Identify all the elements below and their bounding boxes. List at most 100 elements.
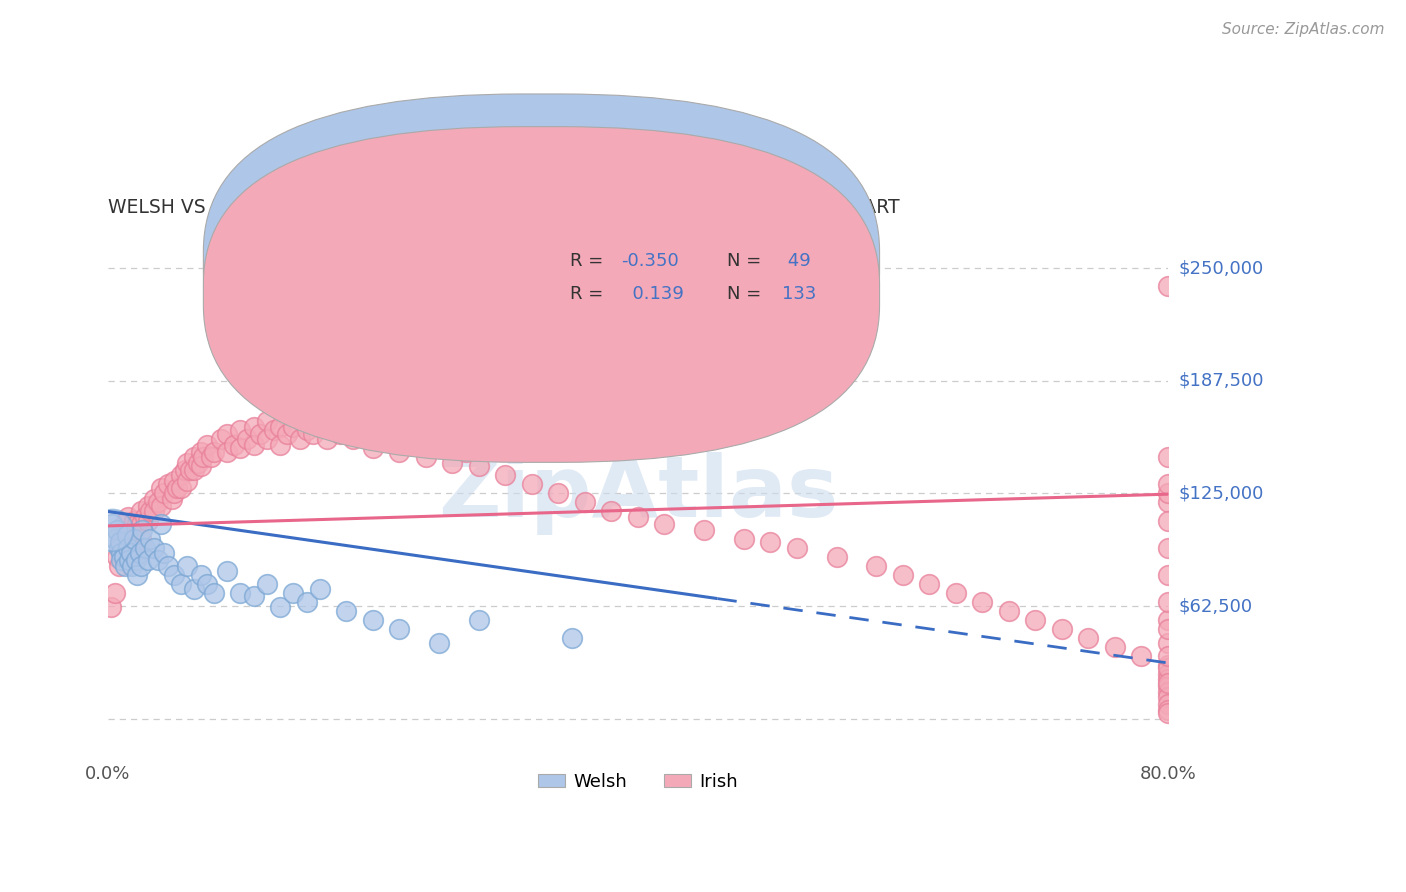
Point <box>108 535 131 549</box>
Point <box>1157 486 1180 500</box>
Point <box>627 509 650 524</box>
Point <box>256 433 278 447</box>
Point <box>454 445 477 459</box>
Point <box>163 486 186 500</box>
Point <box>217 564 239 578</box>
Text: 49: 49 <box>782 252 811 270</box>
Point <box>242 589 264 603</box>
Point <box>193 450 215 465</box>
Text: Source: ZipAtlas.com: Source: ZipAtlas.com <box>1222 22 1385 37</box>
Point <box>335 604 357 618</box>
Point <box>156 477 179 491</box>
Point <box>107 541 129 555</box>
Point <box>494 468 516 483</box>
Point <box>183 450 205 465</box>
Point <box>170 481 193 495</box>
Point <box>104 532 127 546</box>
Point <box>402 438 425 452</box>
Point <box>195 576 218 591</box>
Point <box>256 576 278 591</box>
Point <box>322 423 344 437</box>
Point <box>1157 675 1180 690</box>
Point <box>176 456 198 470</box>
Point <box>149 481 172 495</box>
Point <box>112 528 135 542</box>
Point <box>110 546 132 560</box>
Point <box>190 459 212 474</box>
Point <box>202 445 225 459</box>
Point <box>129 504 152 518</box>
Point <box>127 517 149 532</box>
Point <box>329 426 352 441</box>
Point <box>1157 514 1180 528</box>
Point <box>468 459 491 474</box>
Point <box>136 514 159 528</box>
Point <box>179 463 201 477</box>
Point <box>427 636 450 650</box>
FancyBboxPatch shape <box>204 94 880 430</box>
Point <box>295 423 318 437</box>
Point <box>124 546 146 560</box>
Point <box>104 585 127 599</box>
Point <box>114 558 136 573</box>
Point <box>183 582 205 596</box>
Point <box>143 541 166 555</box>
Point <box>1157 567 1180 582</box>
Point <box>129 532 152 546</box>
Point <box>121 532 143 546</box>
Point <box>733 532 755 546</box>
Point <box>561 631 583 645</box>
Point <box>1157 613 1180 627</box>
Point <box>107 558 129 573</box>
Point <box>1157 450 1180 465</box>
Point <box>149 517 172 532</box>
Point <box>117 523 139 537</box>
Point <box>139 504 162 518</box>
Point <box>1130 648 1153 663</box>
Point <box>1157 594 1180 608</box>
Point <box>865 558 887 573</box>
Point <box>143 491 166 506</box>
Point <box>187 456 209 470</box>
Point <box>110 523 132 537</box>
Point <box>342 433 364 447</box>
Point <box>249 426 271 441</box>
Point <box>152 546 174 560</box>
Point <box>654 517 676 532</box>
Point <box>1157 495 1180 509</box>
Legend: Welsh, Irish: Welsh, Irish <box>530 765 745 798</box>
Point <box>163 474 186 488</box>
Text: N =: N = <box>727 252 766 270</box>
Point <box>202 585 225 599</box>
Point <box>1157 279 1180 293</box>
Point <box>160 491 183 506</box>
Text: WELSH VS IRISH HOUSEHOLDER INCOME AGES 45 - 64 YEARS CORRELATION CHART: WELSH VS IRISH HOUSEHOLDER INCOME AGES 4… <box>108 197 900 217</box>
Point <box>427 442 450 456</box>
Point <box>217 445 239 459</box>
Point <box>139 532 162 546</box>
Point <box>600 504 623 518</box>
Point <box>375 423 398 437</box>
Point <box>120 546 142 560</box>
Point <box>269 438 291 452</box>
Point <box>295 594 318 608</box>
Point <box>574 495 596 509</box>
Point <box>156 558 179 573</box>
Point <box>1157 706 1180 721</box>
Point <box>242 438 264 452</box>
Text: $250,000: $250,000 <box>1180 259 1264 277</box>
Point <box>166 481 188 495</box>
Point <box>222 438 245 452</box>
Point <box>195 438 218 452</box>
Text: 0.139: 0.139 <box>621 285 683 303</box>
Point <box>269 419 291 434</box>
Point <box>118 553 141 567</box>
Point <box>217 426 239 441</box>
Point <box>131 523 153 537</box>
Point <box>283 419 305 434</box>
Point <box>124 528 146 542</box>
Point <box>468 613 491 627</box>
Point <box>276 426 298 441</box>
Point <box>1157 661 1180 675</box>
Point <box>283 585 305 599</box>
